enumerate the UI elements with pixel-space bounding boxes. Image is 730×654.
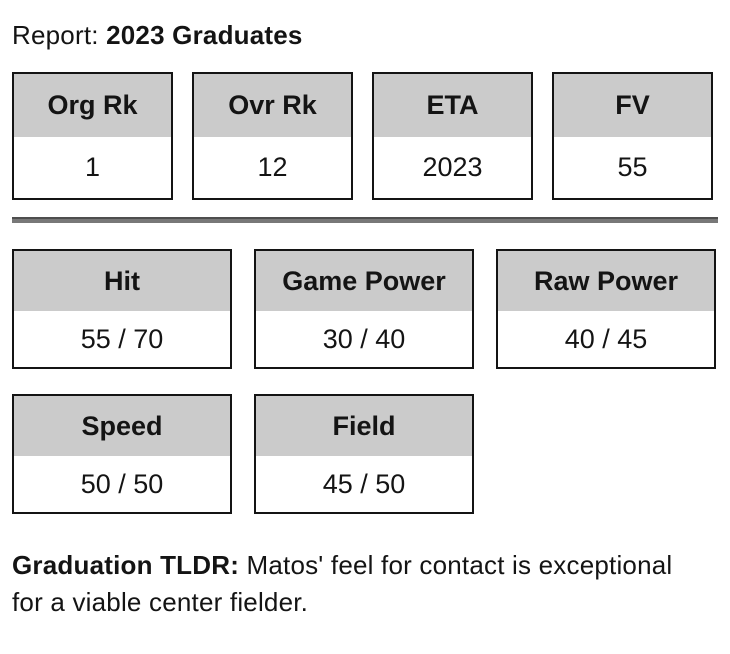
stat-value: 40 / 45: [498, 311, 714, 367]
stat-box-field: Field 45 / 50: [254, 394, 474, 514]
stat-value: 30 / 40: [256, 311, 472, 367]
tldr-text: Matos' feel for contact is exceptional f…: [12, 550, 673, 617]
summary-stat-row: Org Rk 1 Ovr Rk 12 ETA 2023 FV 55: [12, 72, 718, 200]
stat-box-fv: FV 55: [552, 72, 713, 200]
report-title-value: 2023 Graduates: [106, 20, 303, 50]
report-title-prefix: Report:: [12, 20, 99, 50]
stat-box-org-rk: Org Rk 1: [12, 72, 173, 200]
stat-label: Raw Power: [498, 251, 714, 311]
tool-grades-row-1: Hit 55 / 70 Game Power 30 / 40 Raw Power…: [12, 249, 718, 369]
stat-label: ETA: [374, 74, 531, 137]
stat-box-ovr-rk: Ovr Rk 12: [192, 72, 353, 200]
stat-box-eta: ETA 2023: [372, 72, 533, 200]
stat-label: Game Power: [256, 251, 472, 311]
stat-value: 55 / 70: [14, 311, 230, 367]
stat-label: Field: [256, 396, 472, 456]
stat-box-hit: Hit 55 / 70: [12, 249, 232, 369]
stat-value: 2023: [374, 137, 531, 198]
stat-value: 50 / 50: [14, 456, 230, 512]
page-title: Report: 2023 Graduates: [12, 20, 718, 51]
stat-value: 1: [14, 137, 171, 198]
stat-label: Ovr Rk: [194, 74, 351, 137]
graduation-tldr-paragraph: Graduation TLDR: Matos' feel for contact…: [12, 547, 688, 621]
stat-value: 45 / 50: [256, 456, 472, 512]
stat-box-speed: Speed 50 / 50: [12, 394, 232, 514]
stat-label: Speed: [14, 396, 230, 456]
stat-box-game-power: Game Power 30 / 40: [254, 249, 474, 369]
stat-value: 12: [194, 137, 351, 198]
section-divider: [12, 217, 718, 223]
stat-value: 55: [554, 137, 711, 198]
tool-grades-row-2: Speed 50 / 50 Field 45 / 50: [12, 394, 718, 514]
stat-label: FV: [554, 74, 711, 137]
stat-box-raw-power: Raw Power 40 / 45: [496, 249, 716, 369]
stat-label: Org Rk: [14, 74, 171, 137]
tldr-label: Graduation TLDR:: [12, 550, 240, 580]
stat-label: Hit: [14, 251, 230, 311]
